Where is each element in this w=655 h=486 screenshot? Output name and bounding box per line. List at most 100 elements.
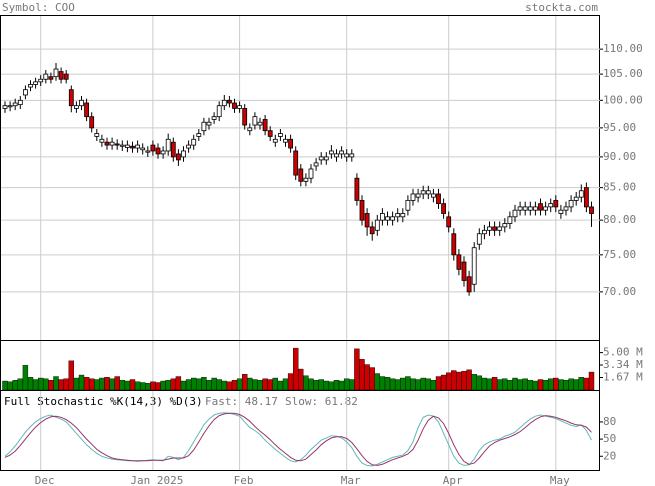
legend-value: 48.17 <box>245 395 278 408</box>
volume-bar <box>22 365 29 391</box>
candle-body <box>538 203 543 211</box>
volume-bar <box>114 376 120 391</box>
candle-body <box>38 78 44 83</box>
volume-bar <box>32 379 39 391</box>
volume-bar <box>109 378 115 391</box>
candle-body <box>206 121 212 126</box>
x-tick-label: Apr <box>443 474 463 486</box>
candle-body <box>257 121 263 126</box>
volume-bar <box>389 378 396 391</box>
volume-bar <box>134 381 141 391</box>
volume-bar <box>349 379 355 391</box>
candle-body <box>63 73 69 80</box>
candle-body <box>369 226 375 235</box>
candle-body <box>502 223 508 228</box>
candle-body <box>512 209 518 218</box>
candle-body <box>466 276 472 293</box>
volume-bar <box>267 379 273 391</box>
candle-body <box>79 99 84 107</box>
volume-bar <box>553 377 559 391</box>
candle-body <box>584 187 589 208</box>
candle-body <box>170 141 176 158</box>
volume-bar <box>150 381 156 391</box>
candle-body <box>359 199 365 221</box>
candle-body <box>43 73 49 80</box>
volume-bar <box>216 379 222 391</box>
y-tick-label: 100.00 <box>603 93 643 106</box>
volume-bar <box>537 379 544 391</box>
candle-body <box>390 216 396 221</box>
x-tick-label: Mar <box>341 474 361 486</box>
candle-body <box>175 153 181 161</box>
legend-fast: Fast: 48.17 <box>205 395 278 408</box>
candle-body <box>12 102 18 107</box>
volume-bar <box>532 380 539 391</box>
volume-bar <box>78 374 85 391</box>
volume-bar <box>201 377 207 391</box>
candle-body <box>242 108 248 126</box>
candle-body <box>533 206 538 211</box>
volume-bar <box>185 379 192 391</box>
candle-body <box>461 261 467 281</box>
volume-bar <box>461 371 467 391</box>
candle-body <box>277 133 283 137</box>
candle-body <box>548 203 554 208</box>
volume-bar <box>53 376 59 391</box>
candle-body <box>578 190 584 198</box>
candle-body <box>476 233 482 245</box>
y-tick-label: 75.00 <box>603 248 636 261</box>
volume-bar <box>160 380 166 391</box>
candle-body <box>430 193 436 198</box>
volume-bar <box>43 378 49 391</box>
candle-body <box>410 193 416 201</box>
candle-body <box>425 190 431 195</box>
volume-bar <box>165 380 171 391</box>
volume-bar <box>2 380 8 391</box>
candle-body <box>191 138 197 146</box>
volume-bar <box>522 378 528 391</box>
candle-body <box>145 150 151 153</box>
volume-bar <box>99 377 105 391</box>
candle-body <box>22 89 28 96</box>
volume-bar <box>180 380 187 391</box>
volume-bar <box>88 378 95 391</box>
candle-body <box>125 144 130 148</box>
volume-bar <box>298 368 304 391</box>
candle-body <box>436 193 441 205</box>
volume-bar <box>451 370 457 391</box>
candle-body <box>354 177 360 201</box>
volume-bar <box>415 379 421 391</box>
y-tick-label: 1.67 M <box>603 371 643 384</box>
candle-body <box>74 105 79 109</box>
volume-bar <box>196 378 202 391</box>
volume-bar <box>206 380 212 391</box>
x-tick-label: Jan 2025 <box>130 474 183 486</box>
volume-bar <box>308 378 314 391</box>
candle-body <box>497 226 503 231</box>
candle-body <box>211 116 217 120</box>
candle-body <box>2 105 8 109</box>
candle-body <box>395 213 401 218</box>
candle-body <box>415 193 421 198</box>
volume-bar <box>63 378 69 391</box>
volume-bar <box>27 377 34 391</box>
volume-bar <box>68 360 75 391</box>
candle-body <box>339 150 345 155</box>
candle-body <box>221 99 227 107</box>
volume-bar <box>456 371 462 391</box>
volume-bar <box>328 381 335 391</box>
candle-body <box>420 190 426 195</box>
candle-body <box>53 68 59 78</box>
candle-body <box>589 206 594 214</box>
candle-body <box>186 144 192 149</box>
volume-bar <box>502 378 508 391</box>
y-tick-label: 90.00 <box>603 150 636 163</box>
candle-body <box>385 216 390 221</box>
volume-bar <box>236 378 243 391</box>
volume-bar <box>481 377 488 391</box>
candle-body <box>201 121 207 132</box>
volume-bar <box>257 380 263 391</box>
volume-bar <box>333 380 340 391</box>
volume-bar <box>221 380 228 391</box>
candle-body <box>84 102 89 118</box>
